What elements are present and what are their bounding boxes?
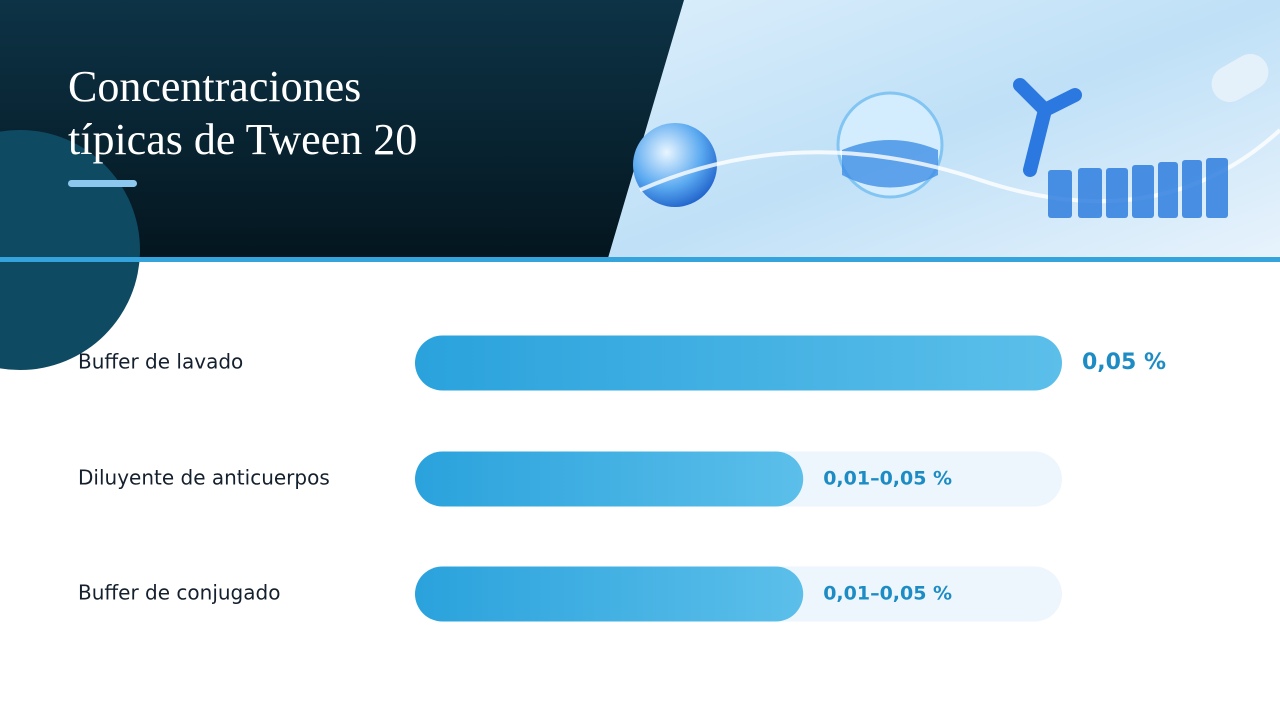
value-label: 0,01–0,05 %	[823, 468, 952, 490]
category-label: Buffer de lavado	[78, 350, 243, 374]
value-label: 0,01–0,05 %	[823, 583, 952, 605]
value-label: 0,05 %	[1082, 350, 1166, 375]
image-antibody	[1013, 78, 1082, 177]
image-orb	[633, 123, 717, 207]
bar	[415, 566, 804, 622]
bar-chart: Buffer de lavado 0,05 % Diluyente de antic…	[78, 335, 1166, 622]
image-pipette	[1211, 54, 1269, 102]
title-underline	[68, 180, 137, 187]
bar	[415, 451, 804, 507]
image-vials	[1048, 158, 1228, 218]
title-line: Concentraciones	[68, 62, 361, 111]
bar	[415, 335, 1062, 391]
title: Concentraciones típicas de Tween 20	[68, 62, 417, 164]
title-line: típicas de Tween 20	[68, 115, 417, 164]
decor-circle	[0, 130, 140, 370]
header-rule	[0, 257, 1280, 262]
header-image	[608, 0, 1280, 258]
header: Concentraciones típicas de Tween 20	[0, 0, 1280, 370]
category-label: Diluyente de anticuerpos	[78, 466, 330, 490]
category-label: Buffer de conjugado	[78, 581, 280, 605]
image-liquid	[842, 140, 938, 188]
